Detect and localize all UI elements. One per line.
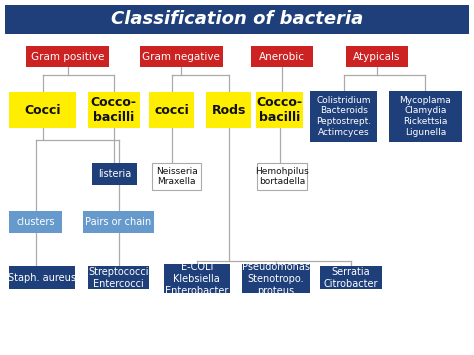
FancyBboxPatch shape — [257, 163, 307, 190]
Text: E-COLI
Klebsiella
Enterobacter: E-COLI Klebsiella Enterobacter — [165, 262, 228, 296]
Text: Cocci: Cocci — [24, 104, 61, 116]
Text: Classification of bacteria: Classification of bacteria — [111, 10, 363, 28]
FancyBboxPatch shape — [206, 92, 251, 128]
Text: Pairs or chain: Pairs or chain — [85, 217, 152, 227]
Text: listeria: listeria — [98, 169, 132, 179]
FancyBboxPatch shape — [92, 163, 137, 185]
FancyBboxPatch shape — [242, 264, 310, 293]
Text: Atypicals: Atypicals — [353, 52, 401, 62]
FancyBboxPatch shape — [9, 92, 76, 128]
FancyBboxPatch shape — [251, 46, 313, 67]
FancyBboxPatch shape — [88, 92, 140, 128]
Text: Rods: Rods — [211, 104, 246, 116]
FancyBboxPatch shape — [83, 211, 154, 233]
FancyBboxPatch shape — [149, 92, 194, 128]
Text: Cocco-
bacilli: Cocco- bacilli — [91, 96, 137, 124]
Text: Cocco-
bacilli: Cocco- bacilli — [256, 96, 303, 124]
Text: Gram positive: Gram positive — [31, 52, 104, 62]
FancyBboxPatch shape — [152, 163, 201, 190]
FancyBboxPatch shape — [5, 5, 469, 34]
FancyBboxPatch shape — [256, 92, 303, 128]
FancyBboxPatch shape — [346, 46, 408, 67]
Text: Colistridium
Bacteroids
Peptostrept.
Actimcyces: Colistridium Bacteroids Peptostrept. Act… — [316, 95, 371, 137]
Text: cocci: cocci — [155, 104, 189, 116]
Text: Hemohpilus
bortadella: Hemohpilus bortadella — [255, 167, 309, 186]
Text: Anerobic: Anerobic — [259, 52, 305, 62]
FancyBboxPatch shape — [310, 91, 377, 142]
Text: Mycoplama
Clamydia
Rickettsia
Ligunella: Mycoplama Clamydia Rickettsia Ligunella — [400, 95, 451, 137]
Text: Serratia
Citrobacter: Serratia Citrobacter — [324, 267, 378, 289]
FancyBboxPatch shape — [164, 264, 230, 293]
FancyBboxPatch shape — [320, 266, 382, 289]
FancyBboxPatch shape — [389, 91, 462, 142]
FancyBboxPatch shape — [26, 46, 109, 67]
FancyBboxPatch shape — [88, 266, 149, 289]
FancyBboxPatch shape — [9, 266, 75, 289]
Text: clusters: clusters — [16, 217, 55, 227]
Text: Pseudomonas
Stenotropo.
proteus: Pseudomonas Stenotropo. proteus — [242, 262, 310, 296]
FancyBboxPatch shape — [140, 46, 223, 67]
FancyBboxPatch shape — [9, 211, 62, 233]
Text: Gram negative: Gram negative — [142, 52, 220, 62]
Text: Staph. aureus: Staph. aureus — [8, 273, 76, 283]
Text: Neisseria
Mraxella: Neisseria Mraxella — [155, 167, 198, 186]
Text: Streptococci
Entercocci: Streptococci Entercocci — [88, 267, 149, 289]
